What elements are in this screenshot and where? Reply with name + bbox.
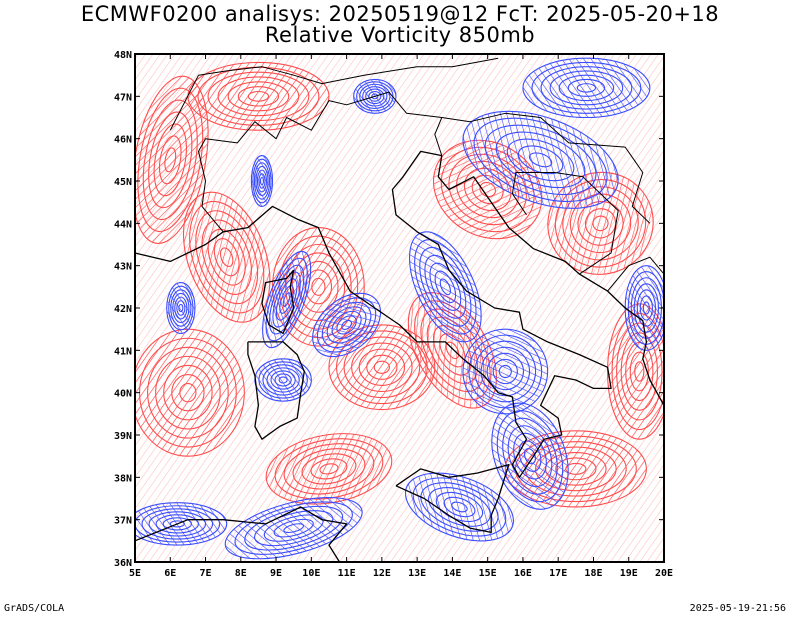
longitude-axis: 5E 6E 7E 8E 9E 10E 11E 12E 13E 14E 15E 16E 17E 18E 19E… <box>129 54 673 579</box>
latitude-tick-label: 44N <box>114 219 132 230</box>
latitude-tick-label: 43N <box>114 262 132 273</box>
negative-vorticity-cell <box>522 57 651 119</box>
latitude-tick-label: 39N <box>114 431 132 442</box>
coastline-path <box>247 341 305 440</box>
longitude-tick-label: 18E <box>584 568 602 579</box>
latitude-tick-label: 46N <box>114 135 132 146</box>
latitude-tick-label: 41N <box>114 346 132 357</box>
coastline-path <box>223 150 612 478</box>
plot-area <box>135 54 664 562</box>
longitude-tick-label: 13E <box>408 568 426 579</box>
positive-vorticity-cell <box>265 433 393 505</box>
latitude-tick-label: 45N <box>114 177 132 188</box>
longitude-tick-label: 7E <box>200 568 212 579</box>
negative-vorticity-cell <box>312 292 382 358</box>
positive-vorticity-cell <box>135 328 245 457</box>
coastline-path <box>261 269 295 335</box>
latitude-tick-label: 37N <box>114 516 132 527</box>
latitude-tick-label: 42N <box>114 304 132 315</box>
latitude-axis: 36N 37N 38N 39N 40N 41N 42N 43N 44N 45N 46N 47N 48N <box>114 50 664 569</box>
negative-vorticity-cell <box>254 358 312 402</box>
border-path <box>607 256 664 292</box>
longitude-tick-label: 11E <box>338 568 356 579</box>
negative-vorticity-cell <box>404 472 514 542</box>
positive-vorticity-cell <box>135 75 209 244</box>
country-borders <box>169 57 664 292</box>
negative-vorticity-cell <box>166 282 196 334</box>
negative-vorticity-cell <box>262 250 312 349</box>
latitude-tick-label: 48N <box>114 50 132 61</box>
vorticity-contours <box>135 57 664 560</box>
longitude-tick-label: 12E <box>373 568 391 579</box>
latitude-tick-label: 38N <box>114 473 132 484</box>
negative-vorticity-cell <box>135 502 228 546</box>
longitude-tick-label: 5E <box>129 568 141 579</box>
latitude-tick-label: 40N <box>114 389 132 400</box>
coastline-path <box>265 506 348 562</box>
coastlines <box>135 150 664 562</box>
negative-vorticity-cell <box>462 110 619 209</box>
border-path <box>441 112 651 224</box>
longitude-tick-label: 19E <box>620 568 638 579</box>
longitude-tick-label: 9E <box>270 568 282 579</box>
negative-vorticity-cell <box>224 497 363 560</box>
coastline-path <box>437 155 664 406</box>
longitude-tick-label: 6E <box>164 568 176 579</box>
coastline-path <box>135 231 224 263</box>
longitude-tick-label: 17E <box>549 568 567 579</box>
longitude-tick-label: 20E <box>655 568 673 579</box>
coastline-path <box>135 519 266 542</box>
software-credit: GrADS/COLA <box>4 603 65 614</box>
border-path <box>511 172 619 275</box>
latitude-tick-label: 36N <box>114 558 132 569</box>
longitude-tick-label: 8E <box>235 568 247 579</box>
longitude-tick-label: 16E <box>514 568 532 579</box>
border-path <box>169 57 499 131</box>
coastline-path <box>395 463 510 534</box>
negative-vorticity-cell <box>462 328 549 415</box>
longitude-tick-label: 15E <box>479 568 497 579</box>
negative-vorticity-cell <box>250 155 274 207</box>
latitude-tick-label: 47N <box>114 92 132 103</box>
map-title-line2: Relative Vorticity 850mb <box>264 23 536 47</box>
positive-vorticity-cell <box>182 191 271 323</box>
positive-vorticity-cell <box>187 61 330 131</box>
longitude-tick-label: 14E <box>443 568 461 579</box>
generation-timestamp: 2025-05-19-21:56 <box>689 603 786 614</box>
map-title-line1: ECMWF0200 analisys: 20250519@12 FcT: 202… <box>80 2 720 26</box>
longitude-tick-label: 10E <box>302 568 320 579</box>
border-path <box>198 91 443 233</box>
